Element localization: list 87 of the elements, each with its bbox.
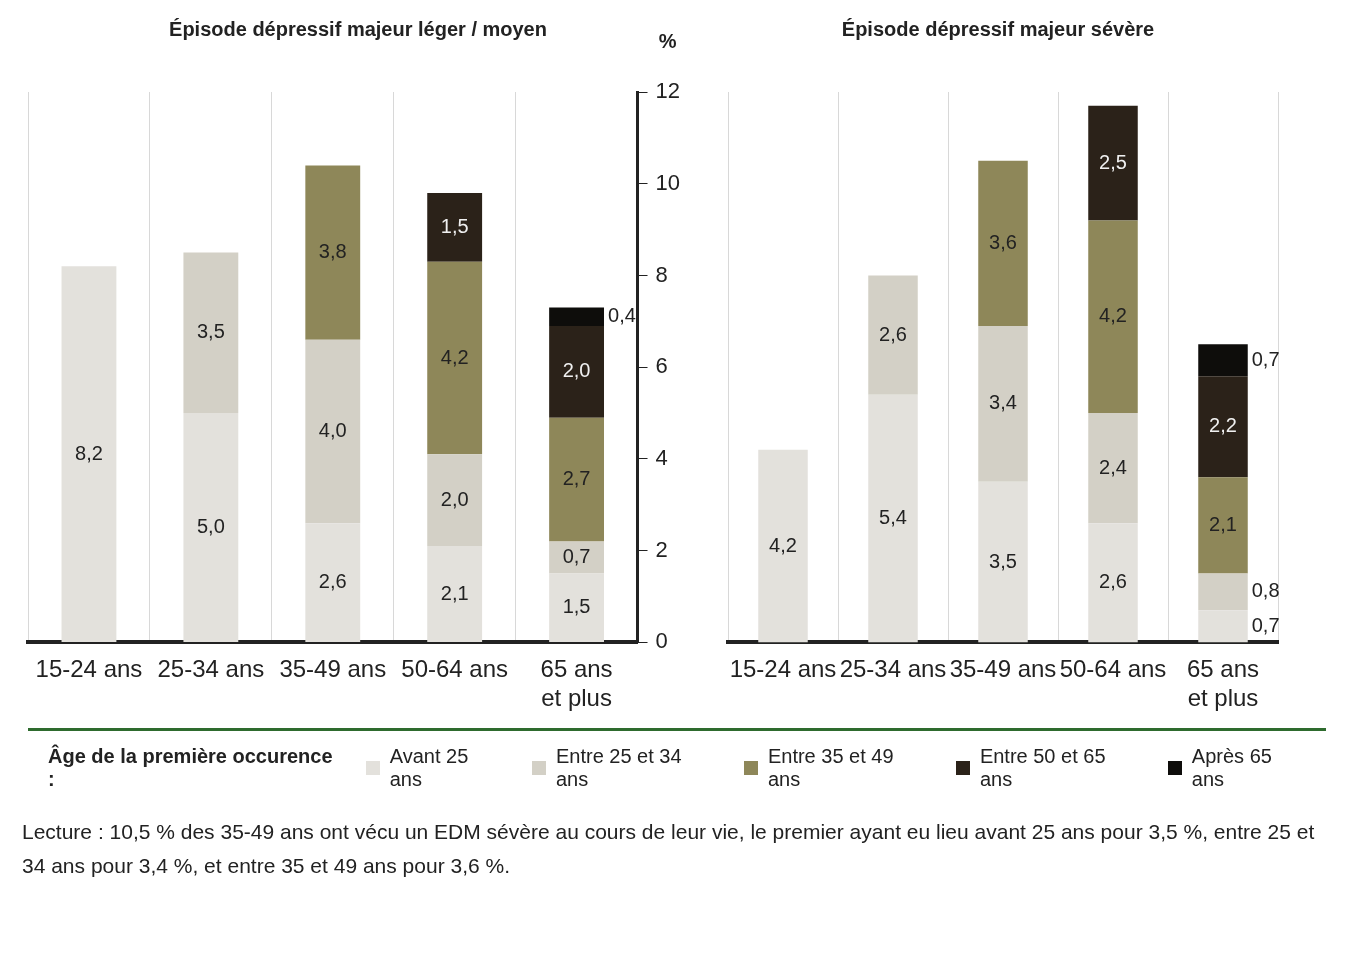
y-tick-label: 12 <box>655 78 681 104</box>
y-tick-label: 6 <box>655 353 668 379</box>
bar <box>1198 477 1248 574</box>
data-label: 2,5 <box>1099 150 1127 173</box>
bar <box>1198 610 1248 643</box>
data-label: 0,7 <box>1251 613 1280 636</box>
y-axis-title: % <box>658 29 677 52</box>
x-tick-label: 50-64 ans <box>1059 655 1167 683</box>
x-tick-label: 65 ans et plus <box>1186 655 1260 712</box>
bar <box>427 192 483 262</box>
bar <box>978 481 1028 643</box>
x-tick-label: 25-34 ans <box>157 655 265 683</box>
x-tick-label: 65 ans et plus <box>540 655 613 712</box>
data-label: 2,0 <box>440 487 469 510</box>
data-label: 3,6 <box>989 230 1017 253</box>
bar <box>758 449 808 643</box>
data-label: 4,2 <box>769 533 797 556</box>
bar <box>305 165 361 340</box>
x-tick-label: 15-24 ans <box>729 655 837 683</box>
data-label: 0,7 <box>1251 347 1280 370</box>
y-tick-label: 4 <box>655 445 668 470</box>
data-label: 0,7 <box>562 545 591 568</box>
bar <box>427 454 483 547</box>
data-label: 2,7 <box>562 467 591 490</box>
data-label: 2,6 <box>879 322 907 345</box>
bar <box>1198 344 1248 377</box>
data-label: 1,5 <box>562 595 591 618</box>
data-label: 5,0 <box>196 515 225 537</box>
data-label: 2,6 <box>1099 570 1127 593</box>
chart-title: Épisode dépressif majeur léger / moyen <box>169 17 547 40</box>
data-label: 3,4 <box>989 391 1017 414</box>
bar <box>305 339 361 524</box>
legend-label: Entre 35 et 49 ans <box>766 745 895 791</box>
data-label: 2,2 <box>1209 414 1237 437</box>
data-label: 0,8 <box>1251 579 1280 602</box>
x-tick-label: 35-49 ans <box>279 655 387 683</box>
bar <box>305 523 361 642</box>
bar <box>549 307 605 326</box>
bar <box>1088 105 1138 221</box>
data-label: 3,8 <box>318 240 347 263</box>
legend-label: Avant 25 ans <box>388 745 470 791</box>
bar <box>549 573 605 642</box>
bar <box>549 417 605 542</box>
data-label: 1,5 <box>440 214 469 237</box>
data-label: 2,1 <box>440 581 469 604</box>
y-tick-label: 0 <box>655 628 668 654</box>
legend-label: Entre 25 et 34 ans <box>554 745 683 791</box>
legend-label: Après 65 ans <box>1190 745 1273 791</box>
x-tick-label: 25-34 ans <box>839 655 947 683</box>
data-label: 3,5 <box>196 320 225 343</box>
data-label: 4,2 <box>440 345 469 368</box>
bar <box>978 160 1028 326</box>
y-tick-label: 2 <box>655 536 668 562</box>
x-tick-label: 35-49 ans <box>949 655 1057 683</box>
bar <box>1088 523 1138 643</box>
bar <box>1088 413 1138 524</box>
data-label: 2,6 <box>318 570 347 593</box>
bar <box>1088 220 1138 414</box>
y-tick-label: 8 <box>655 261 668 287</box>
data-label: 8,2 <box>75 441 103 464</box>
data-label: 0,4 <box>608 304 636 327</box>
legend-label: Entre 50 et 65 ans <box>978 745 1107 791</box>
bar <box>427 261 483 455</box>
bar <box>1198 573 1248 611</box>
bar <box>868 275 918 395</box>
data-label: 2,4 <box>1099 455 1127 478</box>
bar <box>978 325 1028 482</box>
chart-title: Épisode dépressif majeur sévère <box>841 17 1155 40</box>
bar <box>868 394 918 643</box>
data-label: 2,1 <box>1209 512 1237 535</box>
x-tick-label: 50-64 ans <box>401 655 509 683</box>
x-tick-label: 15-24 ans <box>35 655 143 683</box>
legend-title: Âge de la première occurence : <box>48 745 334 791</box>
data-label: 4,2 <box>1099 304 1127 327</box>
bar <box>549 541 605 574</box>
bar <box>1198 376 1248 478</box>
data-label: 3,5 <box>989 549 1017 572</box>
data-label: 5,4 <box>879 506 907 529</box>
y-tick-label: 10 <box>655 169 681 195</box>
bar <box>427 546 483 642</box>
text: Lecture : 10,5 % des 35-49 ans ont vécu un EDM sévère au cours de leur vie, le premier ayant eu lieu avant 25 ans pour 3,5 %, entre 25 et 34 ans pour 3,4 %, et entre 35 et 49 ans pour 3,6 %. <box>21 819 1316 879</box>
bar <box>183 413 239 642</box>
bar <box>61 266 117 642</box>
data-label: 4,0 <box>318 418 347 441</box>
data-label: 2,0 <box>562 359 591 382</box>
bar <box>549 325 605 418</box>
bar <box>183 252 239 414</box>
